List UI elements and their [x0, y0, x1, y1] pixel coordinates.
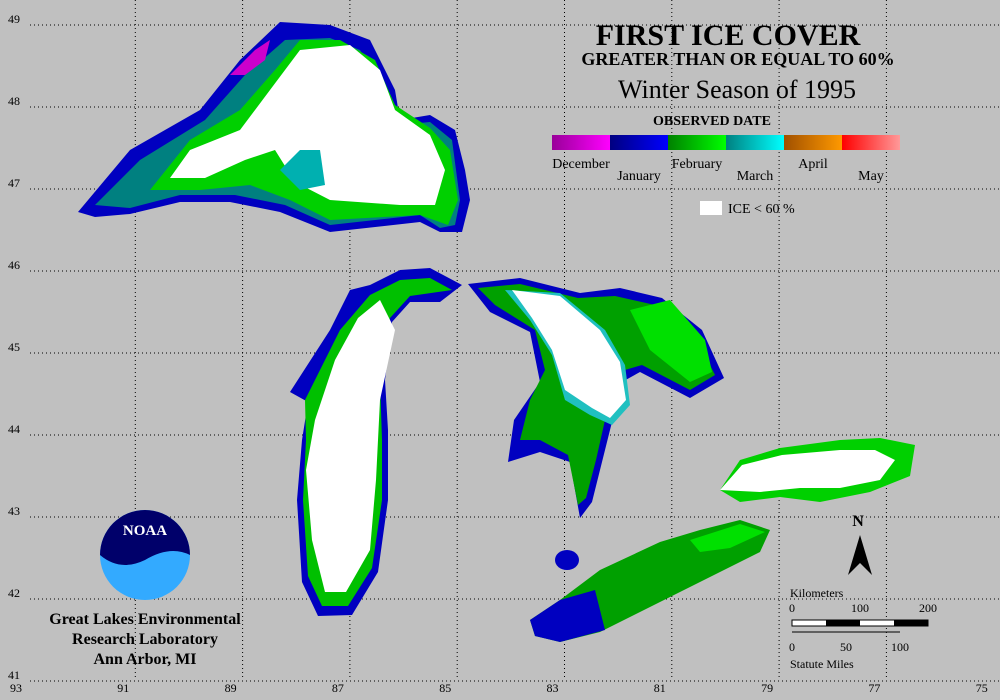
mi-title: Statute Miles — [790, 657, 854, 671]
north-arrow — [848, 535, 872, 575]
legend-swatch — [552, 135, 610, 150]
lon-label: 81 — [654, 681, 666, 695]
legend-month: February — [672, 157, 723, 172]
lat-label: 47 — [8, 176, 20, 190]
legend-swatch — [610, 135, 668, 150]
lon-label: 93 — [10, 681, 22, 695]
lat-label: 41 — [8, 668, 20, 682]
km-title: Kilometers — [790, 586, 844, 600]
lab-line: Great Lakes Environmental — [49, 611, 241, 628]
lake-superior — [78, 22, 470, 232]
legend-month: May — [858, 169, 884, 184]
lat-label: 43 — [8, 504, 20, 518]
lab-name: Great Lakes Environmental Research Labora… — [49, 611, 241, 668]
logo-text: NOAA — [123, 523, 167, 539]
lat-label: 46 — [8, 258, 20, 272]
lake-erie — [530, 520, 770, 642]
lon-label: 89 — [225, 681, 237, 695]
title: FIRST ICE COVER — [596, 19, 861, 52]
lake-ontario — [720, 438, 915, 502]
km-tick: 0 — [789, 601, 795, 615]
lon-label: 75 — [976, 681, 988, 695]
lat-label: 49 — [8, 12, 20, 26]
legend: December January February March April May — [552, 135, 900, 184]
lon-label: 79 — [761, 681, 773, 695]
lat-label: 45 — [8, 340, 20, 354]
ice-swatch — [700, 201, 722, 215]
legend-swatch — [842, 135, 900, 150]
season: Winter Season of 1995 — [618, 75, 856, 104]
ice-label: ICE < 60 % — [728, 202, 795, 217]
legend-month: March — [737, 169, 774, 184]
noaa-logo: NOAA — [100, 510, 190, 600]
legend-swatch — [726, 135, 784, 150]
scale-bar: 0 100 200 0 50 100 — [789, 601, 937, 654]
lat-label: 44 — [8, 422, 20, 436]
lat-label: 48 — [8, 94, 20, 108]
mi-tick: 0 — [789, 640, 795, 654]
lon-label: 83 — [547, 681, 559, 695]
lon-label: 91 — [117, 681, 129, 695]
lon-label: 87 — [332, 681, 344, 695]
legend-swatch — [784, 135, 842, 150]
lon-label: 77 — [868, 681, 880, 695]
lake-michigan — [290, 268, 462, 616]
north-label: N — [852, 513, 864, 530]
mi-tick: 50 — [840, 640, 852, 654]
km-tick: 200 — [919, 601, 937, 615]
lake-st-clair — [555, 550, 579, 570]
subtitle: GREATER THAN OR EQUAL TO 60% — [581, 49, 894, 69]
legend-month: April — [798, 157, 828, 172]
legend-title: OBSERVED DATE — [653, 114, 771, 129]
lat-label: 42 — [8, 586, 20, 600]
lab-line: Ann Arbor, MI — [94, 651, 197, 668]
km-tick: 100 — [851, 601, 869, 615]
lon-label: 85 — [439, 681, 451, 695]
legend-swatch — [668, 135, 726, 150]
lake-huron — [468, 278, 724, 518]
mi-tick: 100 — [891, 640, 909, 654]
legend-month: December — [552, 157, 610, 172]
lab-line: Research Laboratory — [72, 631, 218, 648]
legend-month: January — [617, 169, 661, 184]
